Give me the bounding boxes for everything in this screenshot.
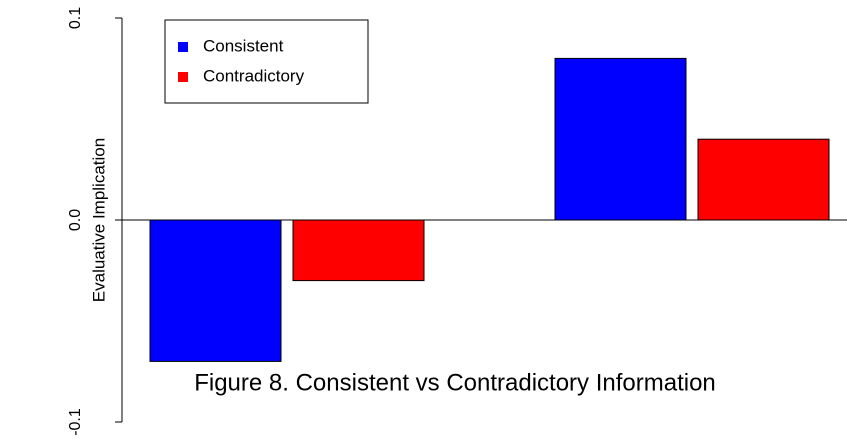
y-tick-label: 0.0 (67, 209, 84, 231)
legend-swatch (178, 72, 188, 82)
y-tick-label: -0.1 (67, 408, 84, 436)
legend-swatch (178, 42, 188, 52)
bar (697, 138, 830, 221)
y-axis-label: Evaluative Implication (89, 138, 108, 302)
chart-title: Figure 8. Consistent vs Contradictory In… (194, 369, 716, 396)
bar (292, 219, 425, 282)
bar (554, 57, 687, 221)
bar (149, 219, 282, 362)
legend-box (164, 19, 369, 104)
y-tick-label: 0.1 (67, 7, 84, 29)
legend-label: Consistent (203, 36, 284, 55)
legend-label: Contradictory (203, 66, 305, 85)
